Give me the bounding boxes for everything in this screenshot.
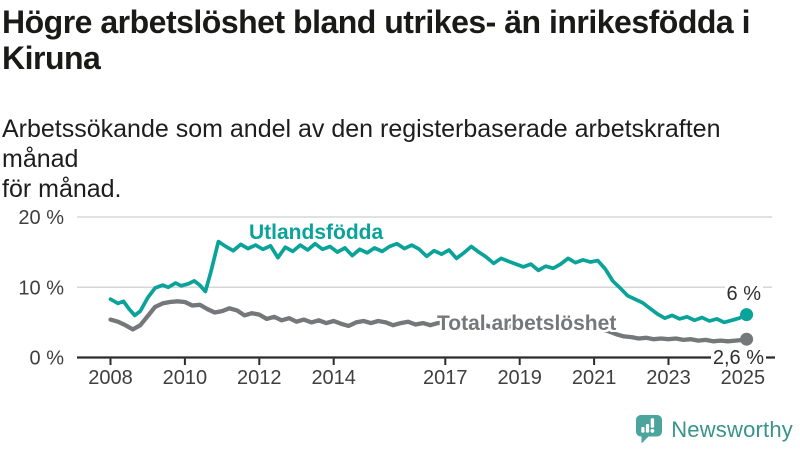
- series-label-utlandsfodda: Utlandsfödda: [249, 221, 384, 244]
- chart-subtitle: Arbetssökande som andel av den registerb…: [2, 114, 796, 204]
- x-tick-label: 2021: [572, 367, 617, 389]
- series-line-total-arbetsloshet: [108, 299, 749, 344]
- x-tick-label: 2014: [311, 367, 356, 389]
- end-value-total-arbetsloshet: 2,6 %: [710, 347, 766, 370]
- newsworthy-brand: Newsworthy: [635, 413, 793, 446]
- x-tick-label: 2012: [237, 367, 282, 389]
- y-tick-label: 0 %: [30, 348, 65, 370]
- title-line-1: Högre arbetslöshet bland utrikes- än inr…: [2, 4, 751, 40]
- title-line-2: Kiruna: [2, 40, 101, 76]
- x-tick-label: 2025: [721, 367, 766, 389]
- subtitle-line-1: Arbetssökande som andel av den registerb…: [2, 115, 721, 173]
- x-tick-label: 2017: [423, 367, 468, 389]
- series-line-utlandsfodda: [108, 239, 749, 325]
- x-tick-label: 2023: [646, 367, 691, 389]
- y-tick-label: 20 %: [18, 207, 64, 229]
- x-tick-label: 2008: [88, 367, 133, 389]
- series-label-total-arbetsloshet: Total arbetslöshet: [437, 312, 617, 335]
- subtitle-line-2: för månad.: [2, 175, 122, 203]
- series-end-dot-total-arbetsloshet: [740, 332, 754, 346]
- end-value-utlandsfodda: 6 %: [724, 283, 763, 306]
- x-tick-label: 2019: [497, 367, 542, 389]
- y-tick-label: 10 %: [18, 277, 64, 299]
- series-end-dot-utlandsfodda: [740, 308, 754, 322]
- page-title: Högre arbetslöshet bland utrikes- än inr…: [2, 4, 796, 76]
- x-tick-label: 2010: [163, 367, 208, 389]
- newsworthy-logo-icon: [636, 415, 663, 444]
- newsworthy-wordmark: Newsworthy: [671, 416, 793, 442]
